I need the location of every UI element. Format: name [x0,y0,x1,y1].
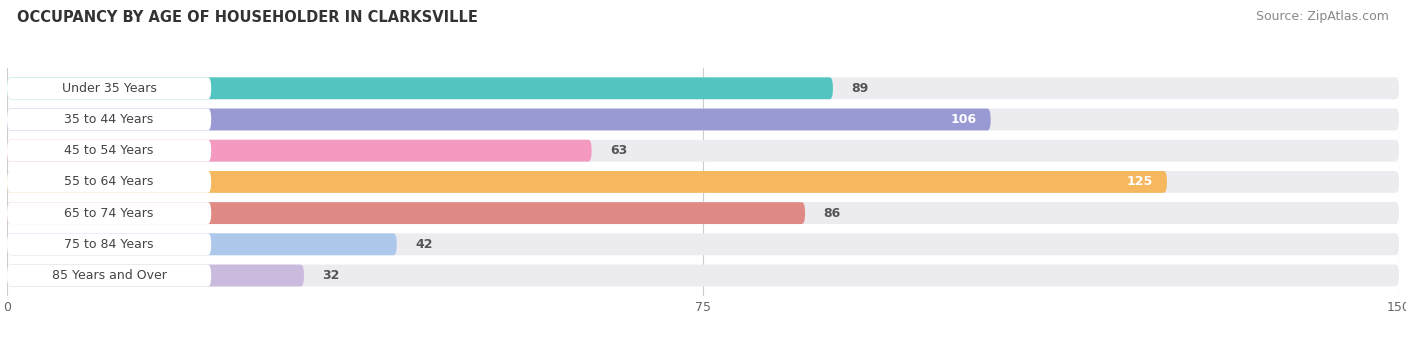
FancyBboxPatch shape [7,233,396,255]
FancyBboxPatch shape [7,202,806,224]
FancyBboxPatch shape [7,140,1399,161]
Text: 63: 63 [610,144,627,157]
Text: 86: 86 [824,207,841,220]
Text: 32: 32 [322,269,340,282]
Text: OCCUPANCY BY AGE OF HOUSEHOLDER IN CLARKSVILLE: OCCUPANCY BY AGE OF HOUSEHOLDER IN CLARK… [17,10,478,25]
Text: 106: 106 [950,113,977,126]
FancyBboxPatch shape [7,171,1167,193]
FancyBboxPatch shape [7,265,211,286]
FancyBboxPatch shape [7,171,211,193]
FancyBboxPatch shape [7,140,211,161]
FancyBboxPatch shape [7,78,832,99]
Text: 75 to 84 Years: 75 to 84 Years [65,238,153,251]
FancyBboxPatch shape [7,78,211,99]
FancyBboxPatch shape [7,233,1399,255]
FancyBboxPatch shape [7,233,211,255]
Text: 45 to 54 Years: 45 to 54 Years [65,144,153,157]
Text: 65 to 74 Years: 65 to 74 Years [65,207,153,220]
Text: 89: 89 [852,82,869,95]
Text: 55 to 64 Years: 55 to 64 Years [65,175,153,188]
FancyBboxPatch shape [7,78,1399,99]
Text: 85 Years and Over: 85 Years and Over [52,269,166,282]
FancyBboxPatch shape [7,265,1399,286]
Text: Under 35 Years: Under 35 Years [62,82,156,95]
Text: 35 to 44 Years: 35 to 44 Years [65,113,153,126]
Text: Source: ZipAtlas.com: Source: ZipAtlas.com [1256,10,1389,23]
Text: 125: 125 [1126,175,1153,188]
FancyBboxPatch shape [7,108,1399,131]
FancyBboxPatch shape [7,202,211,224]
FancyBboxPatch shape [7,171,1399,193]
FancyBboxPatch shape [7,202,1399,224]
Text: 42: 42 [415,238,433,251]
FancyBboxPatch shape [7,108,991,131]
FancyBboxPatch shape [7,140,592,161]
FancyBboxPatch shape [7,108,211,131]
FancyBboxPatch shape [7,265,304,286]
